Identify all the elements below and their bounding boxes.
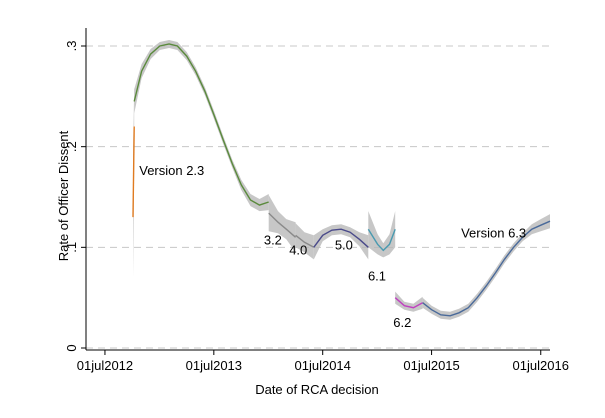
series-2-confidence-band xyxy=(268,195,296,253)
series-2-line xyxy=(268,212,297,238)
series-1-confidence-band xyxy=(134,40,269,212)
series-3-line xyxy=(295,234,315,248)
series-line-layer xyxy=(132,43,551,317)
annotation-5: 6.2 xyxy=(393,315,411,330)
annotation-0: Version 2.3 xyxy=(139,163,204,178)
series-1-line xyxy=(133,43,269,206)
series-4-line xyxy=(313,228,369,248)
y-tick-label-0: 0 xyxy=(64,344,79,351)
series-7-confidence-band xyxy=(422,214,550,320)
x-tick-label-1: 01jul2013 xyxy=(186,358,242,373)
annotation-4: 6.1 xyxy=(368,269,386,284)
y-axis-title: Rate of Officer Dissent xyxy=(56,130,71,261)
annotation-layer: Version 2.3 3.2 4.0 5.0 6.1 6.2 Version 6.3 xyxy=(139,163,526,330)
y-tick-label-3: .3 xyxy=(64,41,79,52)
series-5-confidence-band xyxy=(368,211,396,258)
grid-layer xyxy=(86,45,550,349)
tick-layer: 0 .1 .2 .3 01jul2012 01jul2013 01jul2014 01jul2… xyxy=(64,41,569,373)
x-tick-label-0: 01jul2012 xyxy=(77,358,133,373)
annotation-3: 5.0 xyxy=(335,237,353,252)
axes xyxy=(85,28,550,351)
x-tick-label-2: 01jul2014 xyxy=(295,358,351,373)
series-3-confidence-band xyxy=(295,223,314,260)
annotation-2: 4.0 xyxy=(289,242,307,257)
x-tick-label-4: 01jul2016 xyxy=(513,358,569,373)
series-5-line xyxy=(367,228,396,252)
x-axis-title: Date of RCA decision xyxy=(255,382,379,397)
series-6-line xyxy=(394,297,423,309)
x-tick-label-3: 01jul2015 xyxy=(403,358,459,373)
y-tick-label-1: .1 xyxy=(64,242,79,253)
y-tick-label-2: .2 xyxy=(64,141,79,152)
series-7-line xyxy=(422,220,551,317)
confidence-band-layer xyxy=(133,40,550,320)
annotation-6: Version 6.3 xyxy=(461,225,526,240)
annotation-1: 3.2 xyxy=(264,232,282,247)
series-0-line xyxy=(132,126,135,218)
